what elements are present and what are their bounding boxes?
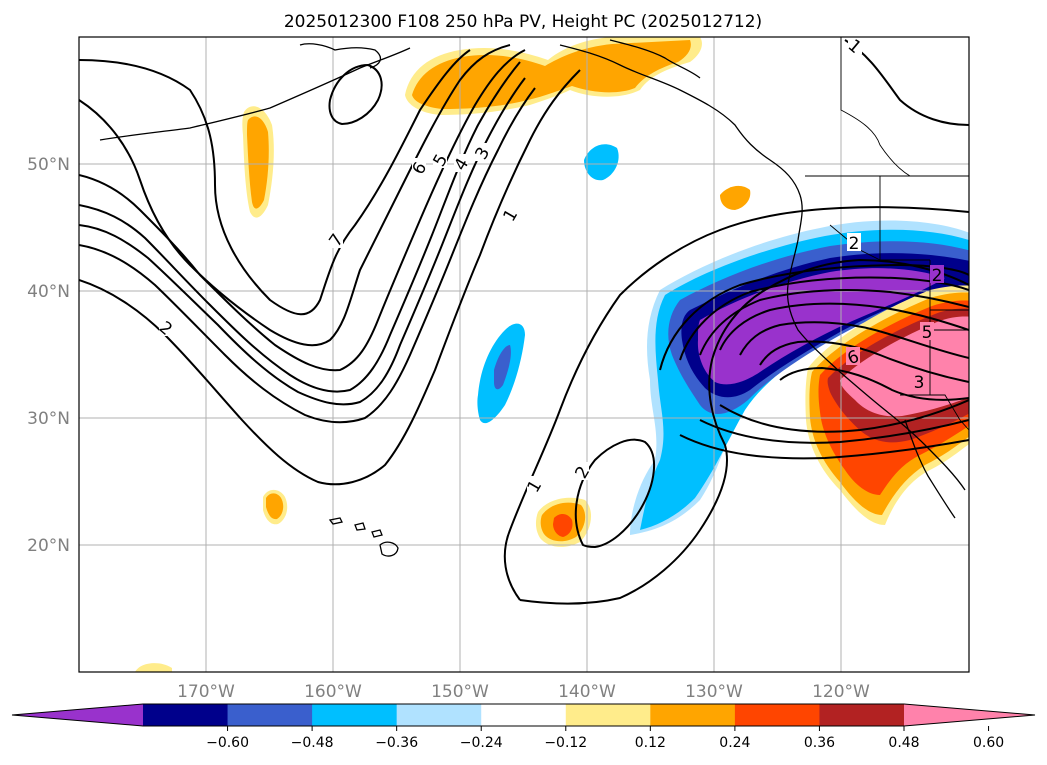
contour-label-12: 5 xyxy=(922,323,933,343)
colorbar-extend-low xyxy=(12,704,143,726)
map-area: 7 6 5 4 3 1 2 2 1 2 6 5 3 2 xyxy=(79,37,969,672)
colorbar-swatch xyxy=(734,704,820,726)
lat-label-40: 40°N xyxy=(27,282,70,302)
positive-pv-spot-3-core xyxy=(553,514,573,537)
colorbar-ticks: −0.60 −0.48 −0.36 −0.24 −0.12 0.12 0.24 0.36 0.4… xyxy=(206,726,1004,751)
negative-pv-spot-1 xyxy=(584,144,619,181)
contour-label-10: 2 xyxy=(849,234,860,254)
colorbar-tick-label: −0.12 xyxy=(544,735,587,751)
negative-pv-060 xyxy=(697,268,945,385)
map-frame xyxy=(78,36,970,673)
lon-label-150w: 150°W xyxy=(431,682,489,702)
contour-labels: 7 6 5 4 3 1 2 2 1 2 6 5 3 2 xyxy=(155,37,944,496)
lon-label-160w: 160°W xyxy=(304,682,362,702)
colorbar-swatch xyxy=(819,704,905,726)
lon-label-170w: 170°W xyxy=(177,682,235,702)
colorbar-swatch xyxy=(143,704,229,726)
lon-axis: 170°W 160°W 150°W 140°W 130°W 120°W xyxy=(177,682,870,702)
lon-label-120w: 120°W xyxy=(812,682,870,702)
positive-pv-spot-5 xyxy=(135,663,172,672)
colorbar-tick-label: 0.60 xyxy=(973,735,1004,751)
positive-pv-spot-2-inner xyxy=(266,493,284,520)
contour-label-13: 3 xyxy=(914,373,925,393)
coastlines xyxy=(99,37,969,557)
contour-label-14: 2 xyxy=(932,266,943,286)
colorbar-tick-label: −0.24 xyxy=(460,735,503,751)
lon-label-140w: 140°W xyxy=(558,682,616,702)
colorbar-swatch xyxy=(565,704,651,726)
map-title: 2025012300 F108 250 hPa PV, Height PC (2… xyxy=(284,12,762,32)
colorbar-tick-label: 0.12 xyxy=(635,735,666,751)
colorbar-tick-label: −0.36 xyxy=(375,735,418,751)
positive-pv-alaska-inner xyxy=(412,40,691,109)
colorbar-tick-label: −0.48 xyxy=(291,735,334,751)
colorbar-tick-label: −0.60 xyxy=(206,735,249,751)
lat-axis: 50°N 40°N 30°N 20°N xyxy=(27,155,70,556)
colorbar-swatch xyxy=(396,704,482,726)
colorbar-tick-label: 0.24 xyxy=(719,735,750,751)
colorbar-tick-label: 0.48 xyxy=(888,735,919,751)
lat-label-30: 30°N xyxy=(27,409,70,429)
colorbar-swatch xyxy=(481,704,567,726)
colorbar-extend-high xyxy=(904,704,1035,726)
colorbar-outline xyxy=(11,703,1036,727)
colorbar xyxy=(11,703,1036,727)
positive-pv-060 xyxy=(840,316,969,417)
lon-label-130w: 130°W xyxy=(685,682,743,702)
colorbar-swatch xyxy=(227,704,313,726)
lat-label-20: 20°N xyxy=(27,536,70,556)
positive-pv-spot-4 xyxy=(720,185,751,210)
colorbar-swatch xyxy=(312,704,398,726)
lat-label-50: 50°N xyxy=(27,155,70,175)
positive-pv-spot-1-inner xyxy=(247,116,269,209)
negative-pv-spot-2-inner xyxy=(494,345,511,390)
colorbar-tick-label: 0.36 xyxy=(804,735,835,751)
colorbar-swatch xyxy=(650,704,736,726)
